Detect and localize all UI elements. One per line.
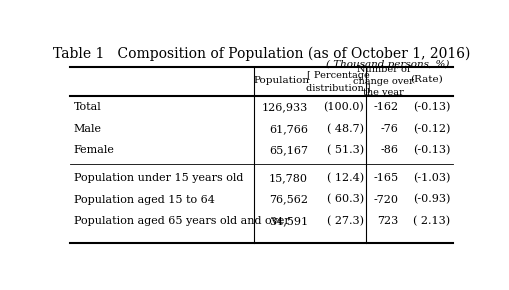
Text: 723: 723 xyxy=(377,216,398,226)
Text: Population aged 65 years old and over: Population aged 65 years old and over xyxy=(74,216,289,226)
Text: (-0.93): (-0.93) xyxy=(412,194,449,205)
Text: (Rate): (Rate) xyxy=(410,75,442,84)
Text: 65,167: 65,167 xyxy=(268,145,307,155)
Text: ( 2.13): ( 2.13) xyxy=(412,216,449,226)
Text: ( 27.3): ( 27.3) xyxy=(326,216,363,226)
Text: Table 1   Composition of Population (as of October 1, 2016): Table 1 Composition of Population (as of… xyxy=(52,46,469,61)
Text: Population aged 15 to 64: Population aged 15 to 64 xyxy=(74,195,214,204)
Text: -165: -165 xyxy=(373,173,398,183)
Text: -76: -76 xyxy=(380,124,398,134)
Text: Population under 15 years old: Population under 15 years old xyxy=(74,173,243,183)
Text: (100.0): (100.0) xyxy=(322,102,363,112)
Text: (-1.03): (-1.03) xyxy=(412,173,449,183)
Text: (-0.13): (-0.13) xyxy=(412,102,449,112)
Text: [ Percentage
distribution ]: [ Percentage distribution ] xyxy=(305,71,370,92)
Text: 126,933: 126,933 xyxy=(261,102,307,112)
Text: 34,591: 34,591 xyxy=(268,216,307,226)
Text: -162: -162 xyxy=(373,102,398,112)
Text: -86: -86 xyxy=(380,145,398,155)
Text: Number of
change over
the year: Number of change over the year xyxy=(352,65,413,97)
Text: ( Thousand persons, %): ( Thousand persons, %) xyxy=(326,59,449,68)
Text: ( 51.3): ( 51.3) xyxy=(326,145,363,155)
Text: ( 60.3): ( 60.3) xyxy=(326,194,363,205)
Text: -720: -720 xyxy=(373,195,398,204)
Text: Population: Population xyxy=(253,76,309,85)
Text: Total: Total xyxy=(74,102,101,112)
Text: (-0.13): (-0.13) xyxy=(412,145,449,155)
Text: 61,766: 61,766 xyxy=(268,124,307,134)
Text: ( 48.7): ( 48.7) xyxy=(326,124,363,134)
Text: ( 12.4): ( 12.4) xyxy=(326,173,363,183)
Text: (-0.12): (-0.12) xyxy=(412,124,449,134)
Text: 76,562: 76,562 xyxy=(268,195,307,204)
Text: Female: Female xyxy=(74,145,115,155)
Text: 15,780: 15,780 xyxy=(268,173,307,183)
Text: Male: Male xyxy=(74,124,102,134)
